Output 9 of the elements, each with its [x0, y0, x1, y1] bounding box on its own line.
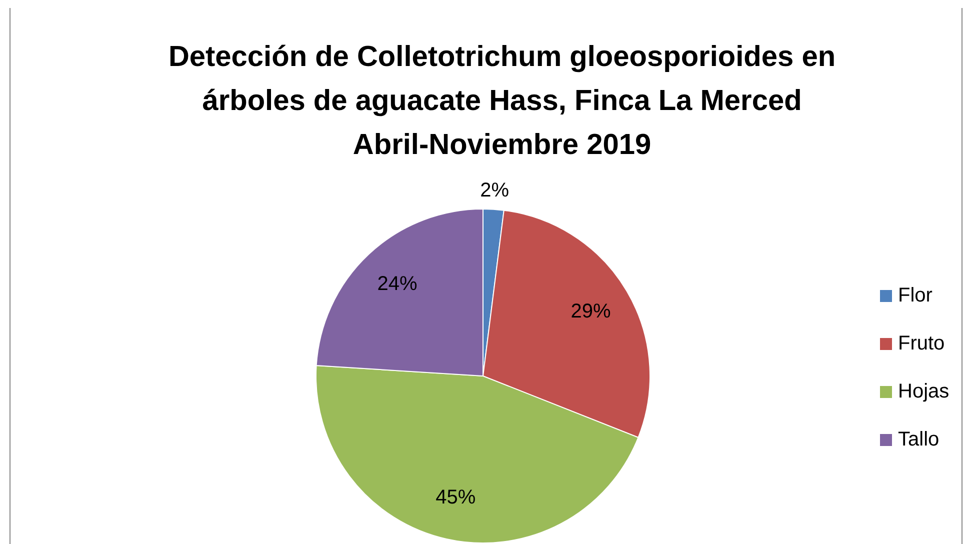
data-label: 29%	[570, 300, 612, 323]
legend-label: Hojas	[898, 380, 950, 402]
chart-title: Detección de Colletotrichum gloeosporioides en árboles de aguacate Hass, Finca La Merced Abril-Noviembre 2019	[168, 41, 836, 161]
data-label: 45%	[436, 486, 476, 509]
legend-label: Fruto	[898, 332, 945, 354]
legend-label: Flor	[898, 284, 933, 306]
data-label: 2%	[480, 180, 510, 202]
legend-label: Tallo	[898, 428, 940, 450]
data-label: 24%	[377, 272, 418, 295]
